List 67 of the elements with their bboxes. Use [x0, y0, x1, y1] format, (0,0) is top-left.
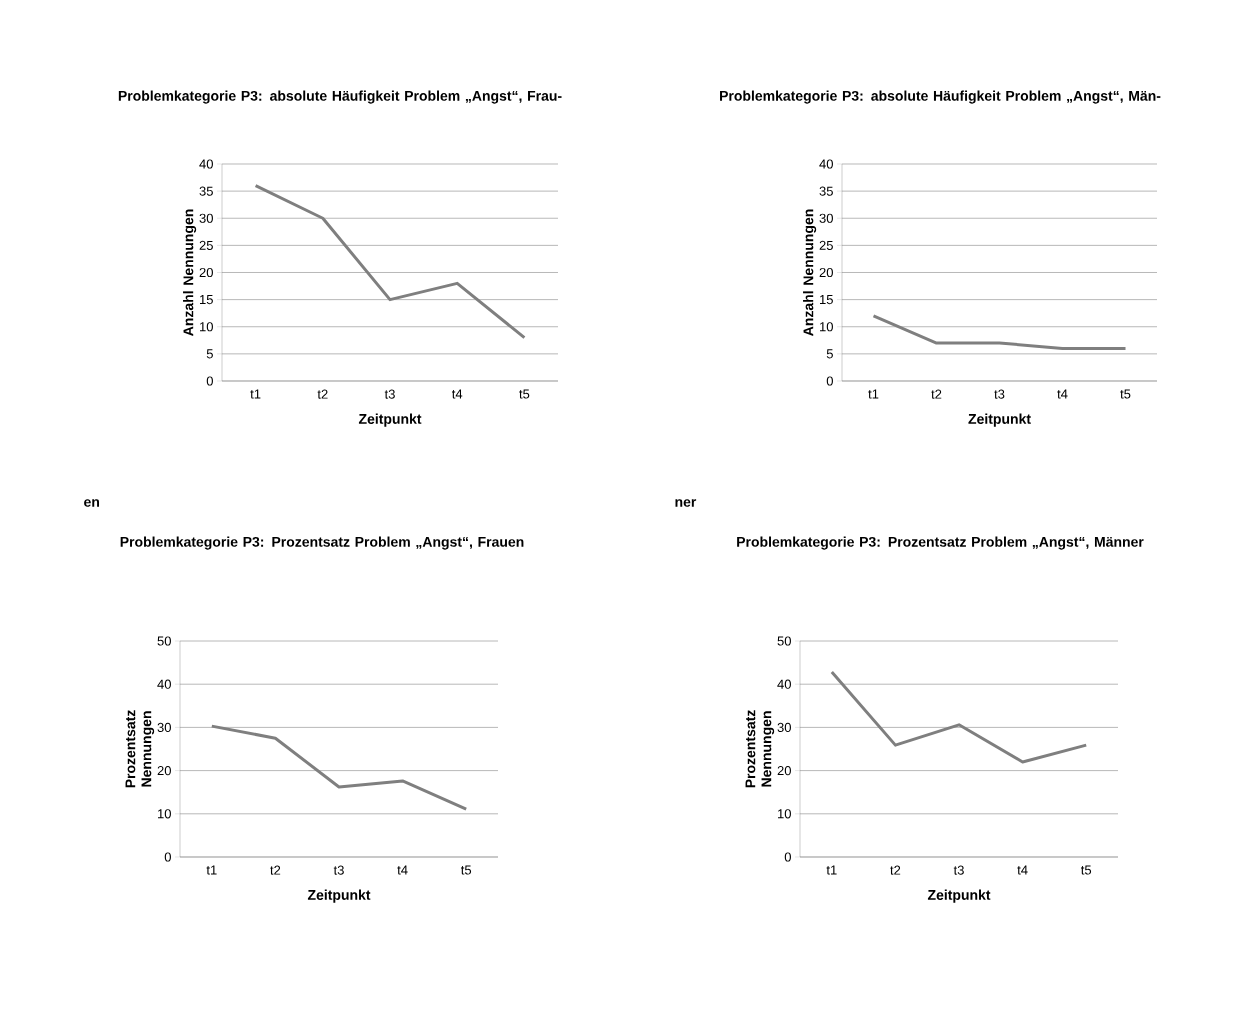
chart-title: Problemkategorie P3: Prozentsatz Problem „Angst“, Frauen — [120, 536, 524, 550]
y-tick-label: 0 — [784, 852, 791, 862]
chart-title: Problemkategorie P3: absolute Häufigkeit Problem „Angst“, Män- — [720, 90, 1161, 104]
x-axis-title: Zeitpunkt — [358, 413, 422, 427]
x-tick-label: t5 — [1080, 865, 1092, 875]
x-tick-label: t1 — [868, 389, 879, 399]
y-axis-title: Anzahl Nennungen — [183, 209, 197, 336]
x-tick-label: t3 — [384, 389, 395, 399]
x-tick-label: t2 — [317, 389, 328, 399]
y-tick-label: 35 — [819, 186, 833, 196]
x-tick-label: t2 — [931, 389, 942, 399]
y-tick-label: 15 — [820, 295, 833, 305]
x-tick-label: t3 — [333, 865, 344, 875]
y-tick-label: 30 — [819, 213, 833, 223]
y-tick-label: 0 — [206, 376, 213, 386]
y-tick-label: 0 — [826, 376, 833, 386]
y-tick-label: 50 — [777, 636, 791, 646]
x-tick-label: t1 — [206, 865, 217, 875]
x-tick-label: t5 — [1120, 389, 1131, 399]
y-tick-label: 40 — [157, 679, 171, 689]
y-tick-label: 35 — [199, 186, 213, 196]
x-tick-label: t3 — [953, 865, 964, 875]
y-tick-label: 5 — [206, 349, 213, 359]
y-axis-title: Anzahl Nennungen — [803, 209, 817, 336]
chart-title: Problemkategorie P3: absolute Häufigkeit Problem „Angst“, Frau- — [118, 90, 562, 104]
x-tick-label: t4 — [1057, 389, 1068, 399]
x-tick-label: t5 — [460, 865, 472, 875]
text: en — [84, 499, 100, 507]
y-tick-label: 30 — [777, 722, 791, 732]
y-tick-label: 50 — [157, 636, 171, 646]
y-tick-label: 40 — [199, 159, 213, 169]
y-tick-label: 10 — [820, 322, 833, 332]
y-axis-title: Prozentsatz Nennungen — [745, 710, 775, 788]
y-tick-label: 30 — [199, 213, 213, 223]
y-axis-title: Prozentsatz Nennungen — [125, 710, 155, 788]
y-tick-label: 0 — [164, 852, 171, 862]
line-series — [210, 724, 468, 811]
y-tick-label: 5 — [826, 349, 833, 359]
x-tick-label: t5 — [519, 389, 530, 399]
x-tick-label: t4 — [451, 389, 463, 399]
y-tick-label: 20 — [777, 765, 791, 776]
y-tick-label: 10 — [778, 809, 791, 819]
y-tick-label: 20 — [199, 267, 213, 278]
y-tick-label: 10 — [158, 809, 171, 819]
x-tick-label: t1 — [250, 389, 261, 399]
chart-title: Problemkategorie P3: Prozentsatz Problem „Angst“, Männer — [737, 536, 1144, 550]
y-tick-label: 40 — [777, 679, 791, 689]
y-tick-label: 10 — [200, 322, 213, 332]
x-tick-label: t4 — [1017, 865, 1028, 875]
y-tick-label: 15 — [200, 295, 213, 305]
y-tick-label: 20 — [157, 765, 171, 776]
y-tick-label: 40 — [819, 159, 833, 169]
x-axis-title: Zeitpunkt — [927, 889, 991, 903]
x-axis-title: Zeitpunkt — [307, 889, 371, 903]
x-axis-title: Zeitpunkt — [968, 413, 1031, 427]
line-series — [254, 184, 526, 340]
x-tick-label: t2 — [270, 865, 281, 875]
y-tick-label: 25 — [199, 240, 213, 250]
line-series — [830, 670, 1088, 764]
x-tick-label: t1 — [826, 865, 837, 875]
y-tick-label: 30 — [157, 722, 171, 732]
x-tick-label: t2 — [890, 865, 901, 875]
x-tick-label: t3 — [994, 389, 1005, 399]
y-tick-label: 20 — [819, 267, 833, 278]
x-tick-label: t4 — [397, 865, 408, 875]
text: ner — [675, 499, 697, 507]
y-tick-label: 25 — [819, 240, 833, 250]
